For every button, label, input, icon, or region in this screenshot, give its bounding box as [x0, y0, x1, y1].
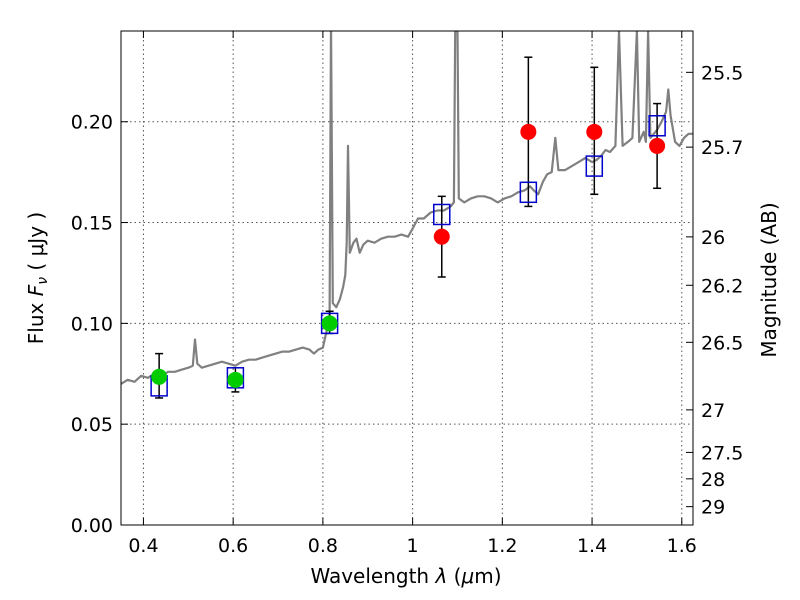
y-axis-label: Flux Fν ( μJy )	[24, 212, 51, 344]
model-photometry-marker	[648, 115, 666, 137]
model-photometry-marker	[585, 155, 604, 177]
y2-tick-label: 27	[701, 400, 725, 422]
y2-axis-label: Magnitude (AB)	[757, 202, 781, 357]
red-detection-point	[586, 123, 603, 140]
x-tick-label: 0.4	[128, 535, 158, 557]
y2-tick-label: 26	[701, 227, 725, 249]
green-detection-point	[227, 371, 244, 388]
y-tick-label: 0.20	[71, 112, 113, 134]
x-tick-label: 1.6	[667, 535, 697, 557]
red-detection-point	[520, 123, 537, 140]
detection-series	[151, 123, 666, 388]
plot-frame	[120, 30, 694, 526]
y2-tick-label: 25.5	[701, 62, 743, 84]
x-axis-label: Wavelength λ (μm)	[310, 564, 501, 588]
grid-lines	[121, 31, 693, 525]
red-detection-point	[649, 137, 666, 154]
y2-tick-label: 25.7	[701, 137, 743, 159]
green-detection-point	[321, 315, 338, 332]
y2-tick-label: 26.2	[701, 275, 743, 297]
spectrum-line	[121, 31, 693, 385]
y-tick-label: 0.05	[71, 414, 113, 436]
y-tick-label: 0.15	[71, 213, 113, 235]
x-tick-label: 1.4	[577, 535, 607, 557]
y2-tick-label: 27.5	[701, 442, 743, 464]
x-tick-label: 0.6	[218, 535, 248, 557]
red-detection-point	[433, 228, 450, 245]
y2-tick-label: 28	[701, 469, 725, 491]
y2-tick-label: 29	[701, 497, 725, 519]
spectrum-series	[121, 31, 693, 385]
x-tick-label: 1.2	[487, 535, 517, 557]
model-photometry-marker	[519, 181, 538, 204]
y-tick-label: 0.00	[71, 515, 113, 537]
x-tick-label: 1	[407, 535, 419, 557]
green-detection-point	[151, 368, 168, 385]
model-photometry-marker	[433, 203, 451, 226]
axis-ticks: 0.4 0.6 0.8 1 1.2 1.4 1.6 0.00 0.05 0.10 0.15 0.20 2…	[71, 31, 743, 557]
y2-tick-label: 26.5	[701, 332, 743, 354]
x-tick-label: 0.8	[308, 535, 338, 557]
y-tick-label: 0.10	[71, 313, 113, 335]
